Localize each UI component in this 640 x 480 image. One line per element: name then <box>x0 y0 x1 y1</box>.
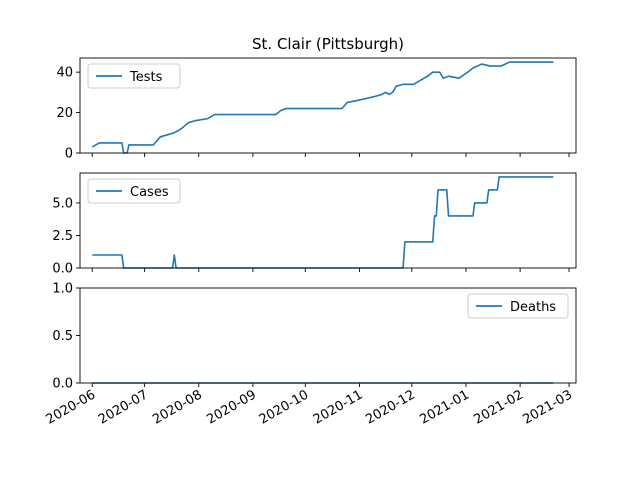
tests-legend: Tests <box>87 63 181 89</box>
x-tick-label: 2020-10 <box>257 387 312 427</box>
tests-y-tick-label: 40 <box>56 66 73 81</box>
chart-title: St. Clair (Pittsburgh) <box>252 35 404 53</box>
cases-legend-box <box>87 178 181 204</box>
cases-y-tick-label: 5.0 <box>52 196 73 211</box>
cases-legend-label: Cases <box>130 185 169 200</box>
deaths-y-tick-label: 0.0 <box>52 377 73 392</box>
tests-legend-label: Tests <box>129 70 163 85</box>
tests-panel: 0 20 40 Tests <box>56 57 577 162</box>
x-tick-label: 2021-02 <box>472 387 527 427</box>
deaths-legend-box <box>467 293 569 319</box>
x-tick-label: 2020-11 <box>311 387 366 427</box>
x-tick-label: 2021-01 <box>417 387 472 427</box>
cases-legend: Cases <box>87 178 181 204</box>
tests-series-line <box>91 61 554 154</box>
x-tick-label: 2020-12 <box>363 387 418 427</box>
deaths-axes-frame <box>79 287 577 384</box>
deaths-y-tick-label: 0.5 <box>52 329 73 344</box>
tests-legend-box <box>87 63 181 89</box>
deaths-legend-label: Deaths <box>510 300 556 315</box>
x-tick-label: 2020-06 <box>44 387 99 427</box>
tests-axes-frame <box>79 57 577 154</box>
x-tick-label: 2020-09 <box>204 387 259 427</box>
cases-panel: 0.0 2.5 5.0 Cases <box>52 172 577 277</box>
x-tick-label: 2020-07 <box>96 387 151 427</box>
cases-series-line <box>92 176 554 269</box>
cases-y-tick-label: 2.5 <box>52 229 73 244</box>
deaths-legend: Deaths <box>467 293 569 319</box>
x-tick-label: 2020-08 <box>150 387 205 427</box>
x-tick-label: 2021-03 <box>520 387 575 427</box>
cases-y-tick-label: 0.0 <box>52 262 73 277</box>
deaths-panel: 0.0 0.5 1.0 Deaths <box>52 282 577 392</box>
tests-y-tick-label: 20 <box>56 106 73 121</box>
deaths-y-tick-label: 1.0 <box>52 282 73 297</box>
cases-axes-frame <box>79 172 577 269</box>
tests-y-tick-label: 0 <box>65 147 73 162</box>
panels: 0 20 40 Tests 0.0 2.5 5.0 Cases 0.0 0.5 1.0 Deaths <box>52 57 577 392</box>
